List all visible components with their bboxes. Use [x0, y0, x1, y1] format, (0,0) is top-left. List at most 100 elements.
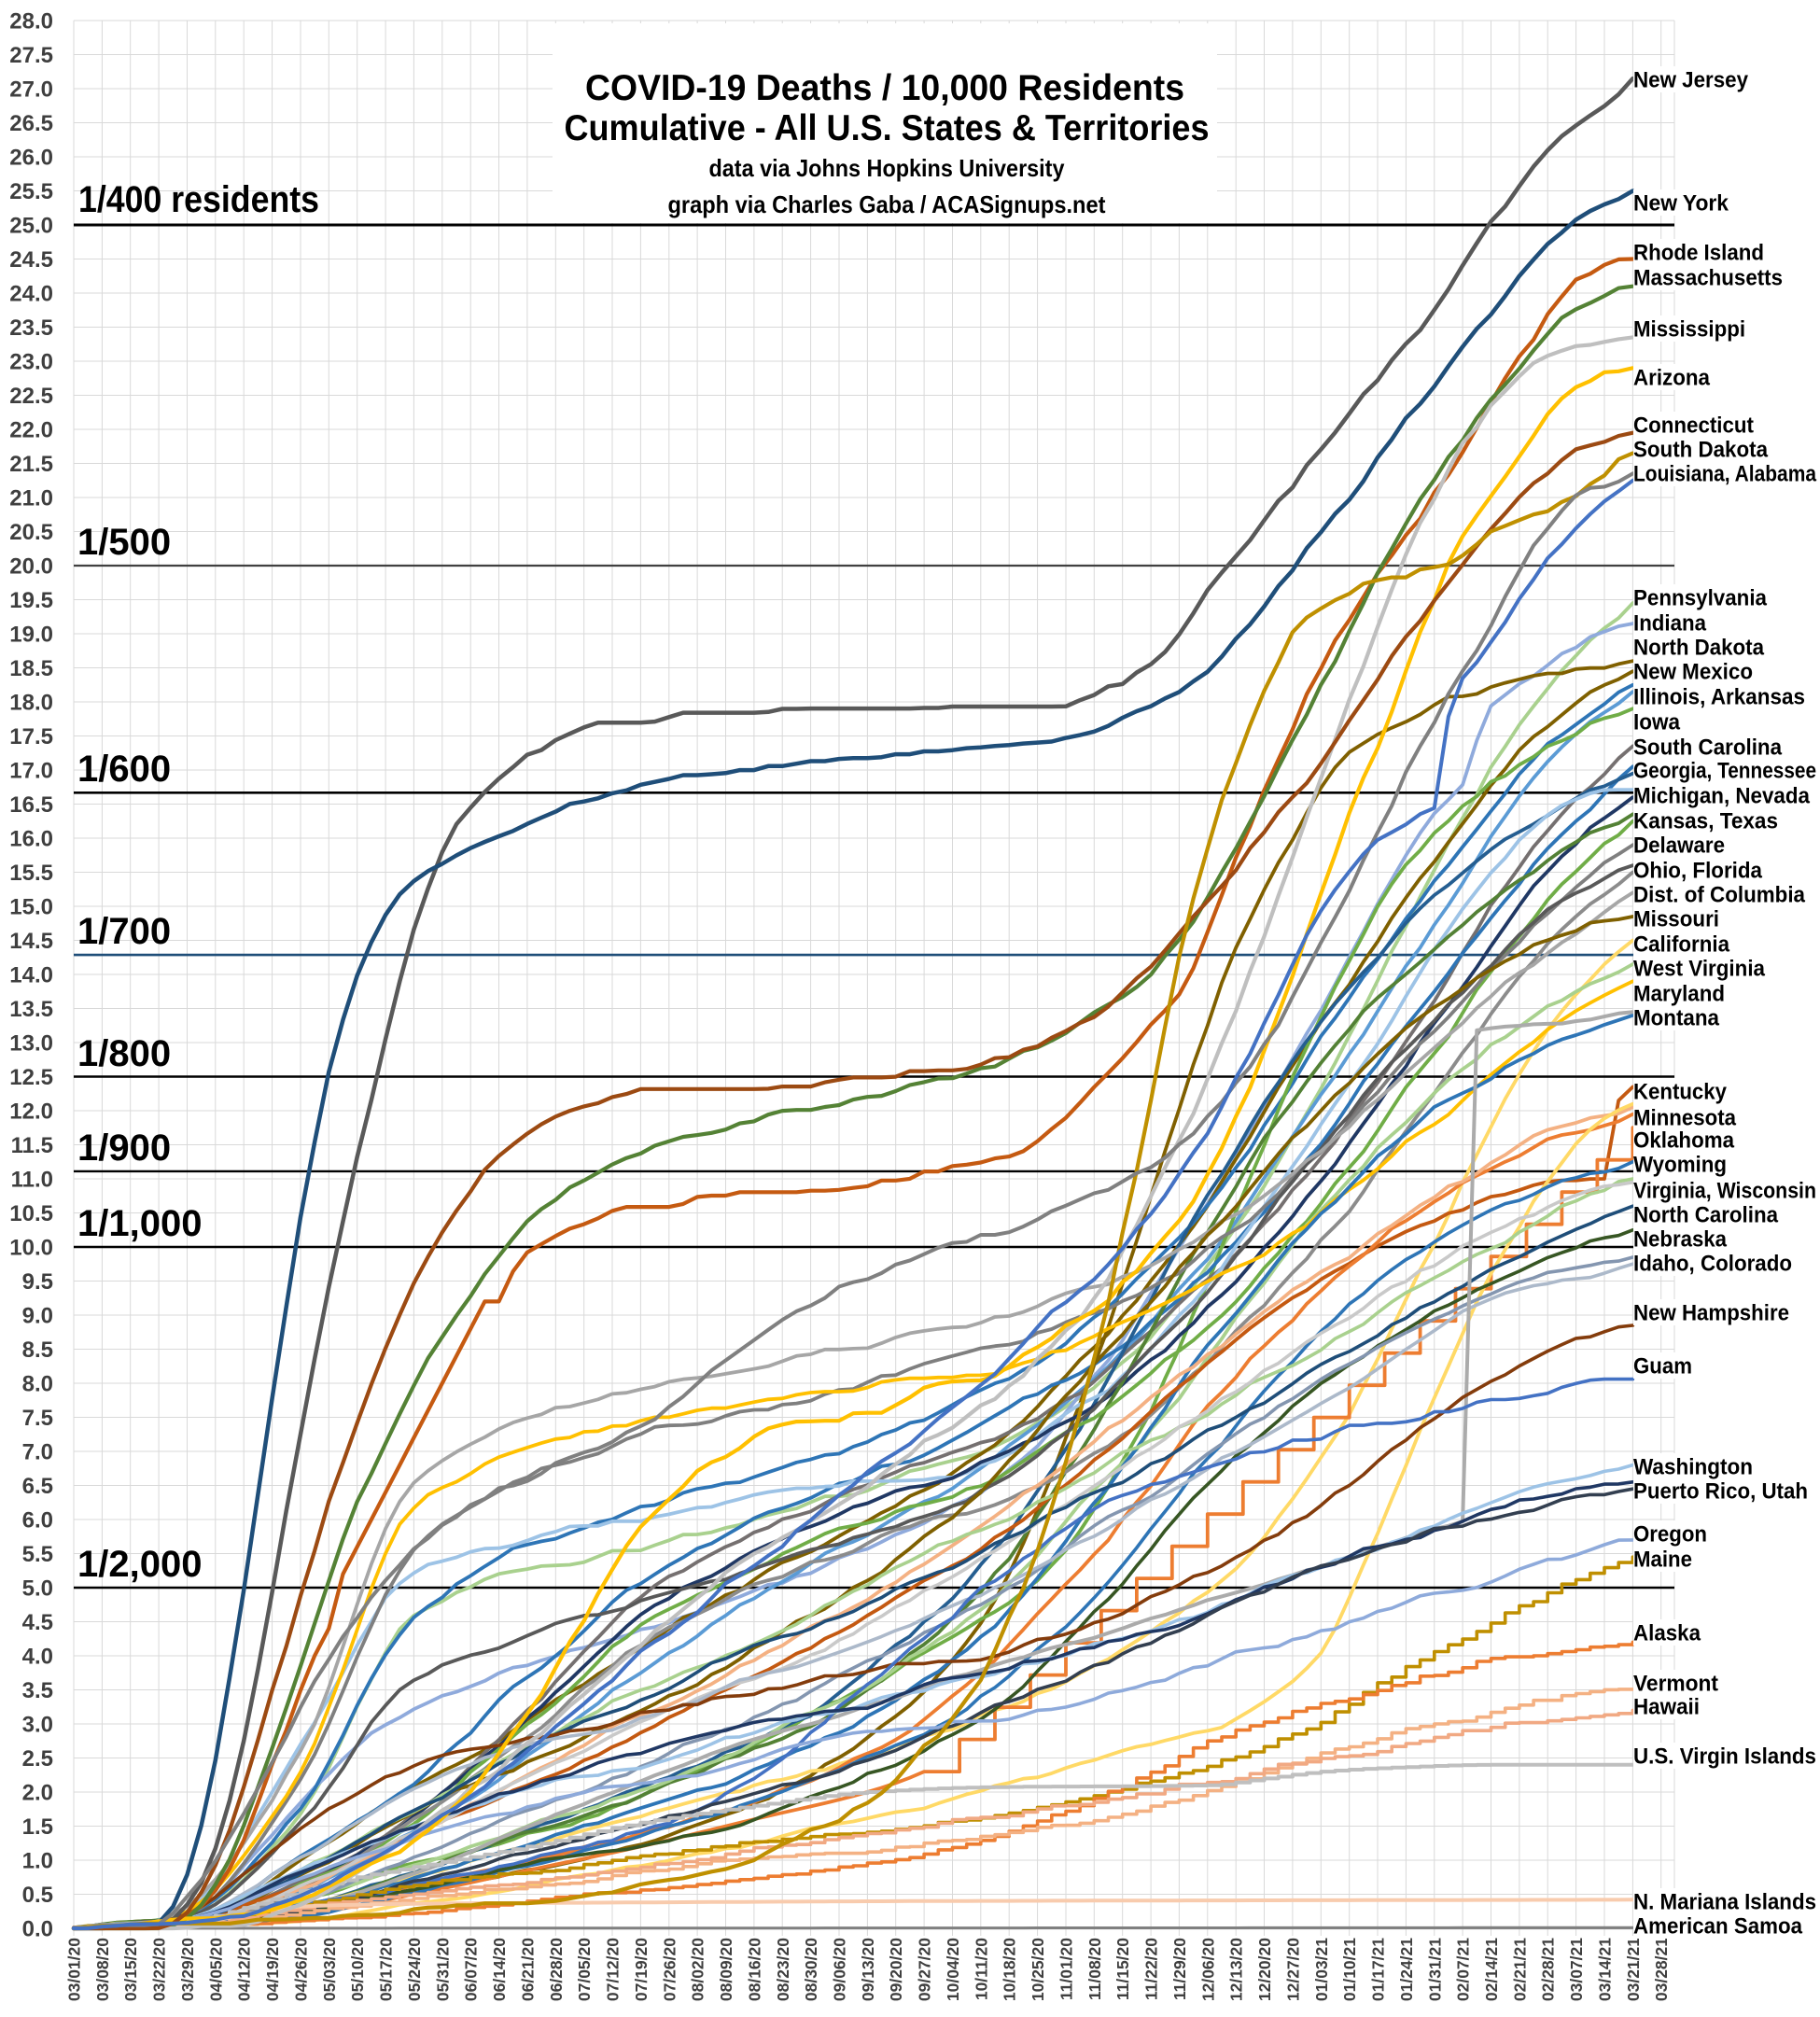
- svg-text:9.0: 9.0: [22, 1304, 53, 1329]
- svg-text:07/12/20: 07/12/20: [604, 1938, 623, 2001]
- svg-text:Missouri: Missouri: [1633, 907, 1719, 932]
- svg-text:04/12/20: 04/12/20: [235, 1938, 254, 2001]
- svg-text:8.0: 8.0: [22, 1372, 53, 1397]
- svg-text:11.5: 11.5: [11, 1133, 53, 1158]
- svg-text:24.5: 24.5: [9, 247, 53, 273]
- svg-text:08/02/20: 08/02/20: [689, 1938, 707, 2001]
- svg-text:Illinois, Arkansas: Illinois, Arkansas: [1633, 685, 1805, 710]
- svg-text:15.5: 15.5: [9, 861, 53, 886]
- svg-text:12.5: 12.5: [9, 1065, 53, 1090]
- svg-text:11/01/20: 11/01/20: [1057, 1938, 1076, 2000]
- svg-text:02/07/21: 02/07/21: [1454, 1938, 1473, 2001]
- svg-text:Idaho, Colorado: Idaho, Colorado: [1633, 1252, 1792, 1277]
- svg-text:South Dakota: South Dakota: [1633, 438, 1769, 463]
- svg-text:10/18/20: 10/18/20: [1001, 1938, 1019, 2001]
- svg-text:New Jersey: New Jersey: [1633, 68, 1749, 93]
- svg-text:3.0: 3.0: [22, 1713, 53, 1738]
- svg-text:Alaska: Alaska: [1633, 1621, 1701, 1646]
- svg-text:19.5: 19.5: [9, 588, 53, 613]
- svg-text:1.5: 1.5: [22, 1814, 53, 1840]
- svg-text:Oklahoma: Oklahoma: [1633, 1128, 1735, 1154]
- svg-text:07/05/20: 07/05/20: [575, 1938, 594, 2001]
- svg-text:5.0: 5.0: [22, 1576, 53, 1602]
- svg-text:9.5: 9.5: [22, 1269, 53, 1295]
- svg-text:10.5: 10.5: [9, 1201, 53, 1226]
- svg-text:Cumulative - All U.S. States &: Cumulative - All U.S. States & Territori…: [565, 108, 1210, 148]
- svg-text:05/10/20: 05/10/20: [348, 1938, 367, 2001]
- svg-text:1.0: 1.0: [22, 1849, 53, 1874]
- svg-text:20.5: 20.5: [9, 520, 53, 545]
- svg-text:Indiana: Indiana: [1633, 611, 1707, 637]
- svg-text:Mississippi: Mississippi: [1633, 317, 1745, 343]
- svg-text:25.0: 25.0: [9, 214, 53, 239]
- svg-text:05/24/20: 05/24/20: [405, 1938, 424, 2001]
- svg-text:American Samoa: American Samoa: [1633, 1914, 1803, 1940]
- svg-text:21.0: 21.0: [9, 486, 53, 511]
- svg-text:05/31/20: 05/31/20: [433, 1938, 452, 2001]
- svg-text:0.5: 0.5: [22, 1883, 53, 1908]
- svg-text:South Carolina: South Carolina: [1633, 735, 1783, 761]
- svg-text:6.0: 6.0: [22, 1508, 53, 1534]
- svg-text:19.0: 19.0: [9, 623, 53, 648]
- svg-text:14.0: 14.0: [9, 963, 53, 988]
- svg-text:18.5: 18.5: [9, 656, 53, 681]
- svg-text:09/27/20: 09/27/20: [916, 1938, 934, 2001]
- svg-text:02/28/21: 02/28/21: [1539, 1938, 1558, 2001]
- svg-text:Massachusetts: Massachusetts: [1633, 266, 1783, 291]
- svg-text:1/2,000: 1/2,000: [77, 1544, 202, 1585]
- svg-text:10/11/20: 10/11/20: [972, 1938, 990, 2000]
- svg-text:1/700: 1/700: [77, 911, 171, 952]
- svg-text:1/600: 1/600: [77, 749, 171, 790]
- svg-text:03/21/21: 03/21/21: [1624, 1938, 1643, 2001]
- svg-text:23.0: 23.0: [9, 350, 53, 375]
- svg-text:New York: New York: [1633, 191, 1729, 217]
- svg-text:8.5: 8.5: [22, 1338, 53, 1363]
- svg-text:11/15/20: 11/15/20: [1113, 1938, 1132, 2000]
- svg-text:3.5: 3.5: [22, 1678, 53, 1703]
- svg-text:11/29/20: 11/29/20: [1170, 1938, 1189, 2000]
- svg-text:Delaware: Delaware: [1633, 833, 1725, 859]
- svg-text:Michigan, Nevada: Michigan, Nevada: [1633, 784, 1811, 809]
- svg-text:03/15/20: 03/15/20: [121, 1938, 140, 2001]
- svg-text:Rhode Island: Rhode Island: [1633, 241, 1764, 266]
- svg-text:27.0: 27.0: [9, 77, 53, 103]
- svg-text:5.5: 5.5: [22, 1542, 53, 1567]
- svg-text:06/07/20: 06/07/20: [462, 1938, 481, 2001]
- svg-text:13.5: 13.5: [9, 997, 53, 1022]
- svg-text:Dist. of Columbia: Dist. of Columbia: [1633, 883, 1806, 908]
- svg-text:04/19/20: 04/19/20: [263, 1938, 282, 2001]
- svg-text:New Hampshire: New Hampshire: [1633, 1301, 1789, 1326]
- svg-text:22.5: 22.5: [9, 384, 53, 409]
- svg-text:08/30/20: 08/30/20: [802, 1938, 820, 2001]
- svg-text:05/03/20: 05/03/20: [320, 1938, 339, 2001]
- svg-text:Iowa: Iowa: [1633, 710, 1681, 735]
- svg-text:27.5: 27.5: [9, 43, 53, 68]
- svg-text:08/09/20: 08/09/20: [717, 1938, 735, 2001]
- svg-text:11/08/20: 11/08/20: [1085, 1938, 1104, 2000]
- svg-text:03/08/20: 03/08/20: [93, 1938, 112, 2001]
- svg-text:09/20/20: 09/20/20: [887, 1938, 905, 2001]
- svg-text:12/27/20: 12/27/20: [1283, 1938, 1302, 2001]
- svg-text:03/07/21: 03/07/21: [1567, 1938, 1586, 2001]
- svg-text:Maryland: Maryland: [1633, 982, 1725, 1007]
- svg-text:08/23/20: 08/23/20: [774, 1938, 792, 2001]
- svg-text:10.0: 10.0: [9, 1236, 53, 1261]
- svg-text:Ohio, Florida: Ohio, Florida: [1633, 859, 1763, 884]
- svg-text:Minnesota: Minnesota: [1633, 1106, 1737, 1131]
- svg-text:05/17/20: 05/17/20: [377, 1938, 396, 2001]
- svg-text:03/01/20: 03/01/20: [65, 1938, 84, 2001]
- svg-text:13.0: 13.0: [9, 1031, 53, 1057]
- svg-text:Maine: Maine: [1633, 1548, 1692, 1573]
- svg-text:14.5: 14.5: [9, 929, 53, 954]
- svg-text:1/1,000: 1/1,000: [77, 1203, 202, 1244]
- svg-text:25.5: 25.5: [9, 179, 53, 204]
- svg-text:Oregon: Oregon: [1633, 1522, 1707, 1548]
- svg-text:21.5: 21.5: [9, 452, 53, 477]
- svg-text:1/500: 1/500: [77, 522, 171, 563]
- svg-text:0.0: 0.0: [22, 1917, 53, 1942]
- svg-text:03/28/21: 03/28/21: [1652, 1938, 1671, 2001]
- svg-text:03/14/21: 03/14/21: [1596, 1938, 1615, 2001]
- svg-text:08/16/20: 08/16/20: [745, 1938, 763, 2001]
- svg-text:2.5: 2.5: [22, 1746, 53, 1772]
- svg-text:03/22/20: 03/22/20: [150, 1938, 169, 2001]
